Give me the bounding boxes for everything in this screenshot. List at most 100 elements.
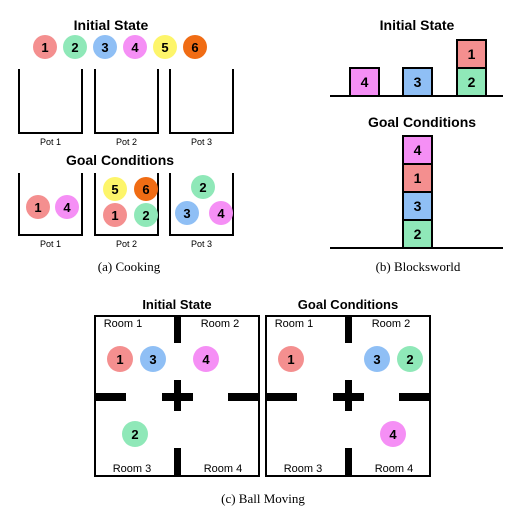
cooking-initial-balls: 1 2 3 4 5 6 xyxy=(33,35,207,59)
pot-label: Pot 2 xyxy=(116,239,137,249)
ball-1: 1 xyxy=(103,203,127,227)
ball-2: 2 xyxy=(397,346,423,372)
blocksworld-initial-title: Initial State xyxy=(380,17,455,33)
pot-3: Pot 3 xyxy=(169,69,234,147)
block-1: 1 xyxy=(402,163,433,193)
pot-label: Pot 3 xyxy=(191,239,212,249)
svg-text:4: 4 xyxy=(389,427,397,442)
ball-moving-caption: (c) Ball Moving xyxy=(221,491,305,506)
ball-6: 6 xyxy=(134,177,158,201)
svg-text:5: 5 xyxy=(161,40,168,55)
cooking-caption: (a) Cooking xyxy=(98,259,161,274)
goal-pot-2: Pot 2 5 6 1 2 xyxy=(94,173,159,249)
blocksworld-goal-title: Goal Conditions xyxy=(368,114,476,130)
ball-4: 4 xyxy=(209,201,233,225)
goal-pot-3: Pot 3 23 4 xyxy=(169,173,234,249)
ball-2: 2 xyxy=(191,175,215,199)
ball-3: 3 xyxy=(93,35,117,59)
pot-1: Pot 1 xyxy=(18,69,83,147)
svg-text:4: 4 xyxy=(202,352,210,367)
ball-1: 1 xyxy=(107,346,133,372)
pot-label: Pot 1 xyxy=(40,239,61,249)
block-4: 4 xyxy=(402,135,433,165)
cooking-initial-title: Initial State xyxy=(74,17,149,33)
svg-text:6: 6 xyxy=(142,182,149,197)
svg-text:2: 2 xyxy=(468,74,476,90)
svg-text:3: 3 xyxy=(373,352,380,367)
room-label-4: Room 4 xyxy=(204,463,243,475)
ball-6: 6 xyxy=(183,35,207,59)
ball-4: 4 xyxy=(193,346,219,372)
block-1: 1 xyxy=(456,39,487,69)
svg-text:3: 3 xyxy=(183,206,190,221)
svg-text:1: 1 xyxy=(287,352,294,367)
room-label-3: Room 3 xyxy=(113,463,152,475)
ball-2: 2 xyxy=(134,203,158,227)
ball-moving-panel: Initial State Goal Conditions Room 1 Room… xyxy=(94,297,431,506)
svg-text:3: 3 xyxy=(101,40,108,55)
ball-4: 4 xyxy=(55,195,79,219)
ball-4: 4 xyxy=(380,421,406,447)
ball-5: 5 xyxy=(103,177,127,201)
svg-text:4: 4 xyxy=(217,206,225,221)
svg-text:3: 3 xyxy=(414,74,422,90)
block-2: 2 xyxy=(456,67,487,97)
map-inner-walls xyxy=(95,316,259,476)
ball-2: 2 xyxy=(63,35,87,59)
pot-label: Pot 2 xyxy=(116,137,137,147)
ball-moving-goal-map: Room 1 Room 2 Room 3 Room 4 1 3 2 4 xyxy=(265,315,431,477)
svg-text:3: 3 xyxy=(149,352,156,367)
ball-4: 4 xyxy=(123,35,147,59)
goal-pot-1: Pot 1 1 4 xyxy=(18,173,83,249)
svg-text:4: 4 xyxy=(63,200,71,215)
ball-moving-initial-map: Room 1 Room 2 Room 3 Room 4 1 3 4 2 xyxy=(94,315,260,477)
cooking-initial-pots: Pot 1 Pot 2 Pot 3 xyxy=(18,69,234,147)
svg-text:1: 1 xyxy=(116,352,123,367)
blocksworld-initial-blocks: 4 3 2 1 xyxy=(349,39,487,97)
svg-text:6: 6 xyxy=(191,40,198,55)
ball-moving-initial-title: Initial State xyxy=(142,297,211,312)
svg-text:3: 3 xyxy=(414,198,422,214)
ball-1: 1 xyxy=(26,195,50,219)
svg-text:1: 1 xyxy=(34,200,41,215)
ball-3: 3 xyxy=(140,346,166,372)
block-3: 3 xyxy=(402,67,433,97)
ball-1: 1 xyxy=(33,35,57,59)
svg-text:1: 1 xyxy=(414,170,422,186)
room-label-1: Room 1 xyxy=(275,318,314,330)
ball-2: 2 xyxy=(122,421,148,447)
pot-label: Pot 3 xyxy=(191,137,212,147)
svg-text:4: 4 xyxy=(131,40,139,55)
svg-text:4: 4 xyxy=(361,74,369,90)
svg-text:5: 5 xyxy=(111,182,118,197)
room-label-2: Room 2 xyxy=(372,318,411,330)
svg-text:2: 2 xyxy=(406,352,413,367)
ball-moving-goal-title: Goal Conditions xyxy=(298,297,398,312)
block-4: 4 xyxy=(349,67,380,97)
cooking-goal-title: Goal Conditions xyxy=(66,152,174,168)
blocksworld-caption: (b) Blocksworld xyxy=(376,259,461,274)
svg-text:4: 4 xyxy=(414,142,422,158)
svg-text:2: 2 xyxy=(142,208,149,223)
block-3: 3 xyxy=(402,191,433,221)
block-2: 2 xyxy=(402,219,433,249)
ball-1: 1 xyxy=(278,346,304,372)
room-label-2: Room 2 xyxy=(201,318,240,330)
svg-text:1: 1 xyxy=(41,40,48,55)
svg-text:2: 2 xyxy=(414,226,422,242)
svg-text:1: 1 xyxy=(468,46,476,62)
svg-text:1: 1 xyxy=(111,208,118,223)
ball-3: 3 xyxy=(175,201,199,225)
svg-text:2: 2 xyxy=(199,180,206,195)
room-label-3: Room 3 xyxy=(284,463,323,475)
ball-3: 3 xyxy=(364,346,390,372)
blocksworld-panel: Initial State 4 3 21 Goal Conditions 2314 … xyxy=(330,17,503,274)
svg-text:2: 2 xyxy=(71,40,78,55)
svg-text:2: 2 xyxy=(131,427,138,442)
blocksworld-goal-blocks: 2 3 1 4 xyxy=(402,135,433,249)
ball-5: 5 xyxy=(153,35,177,59)
room-label-1: Room 1 xyxy=(104,318,143,330)
pot-2: Pot 2 xyxy=(94,69,159,147)
